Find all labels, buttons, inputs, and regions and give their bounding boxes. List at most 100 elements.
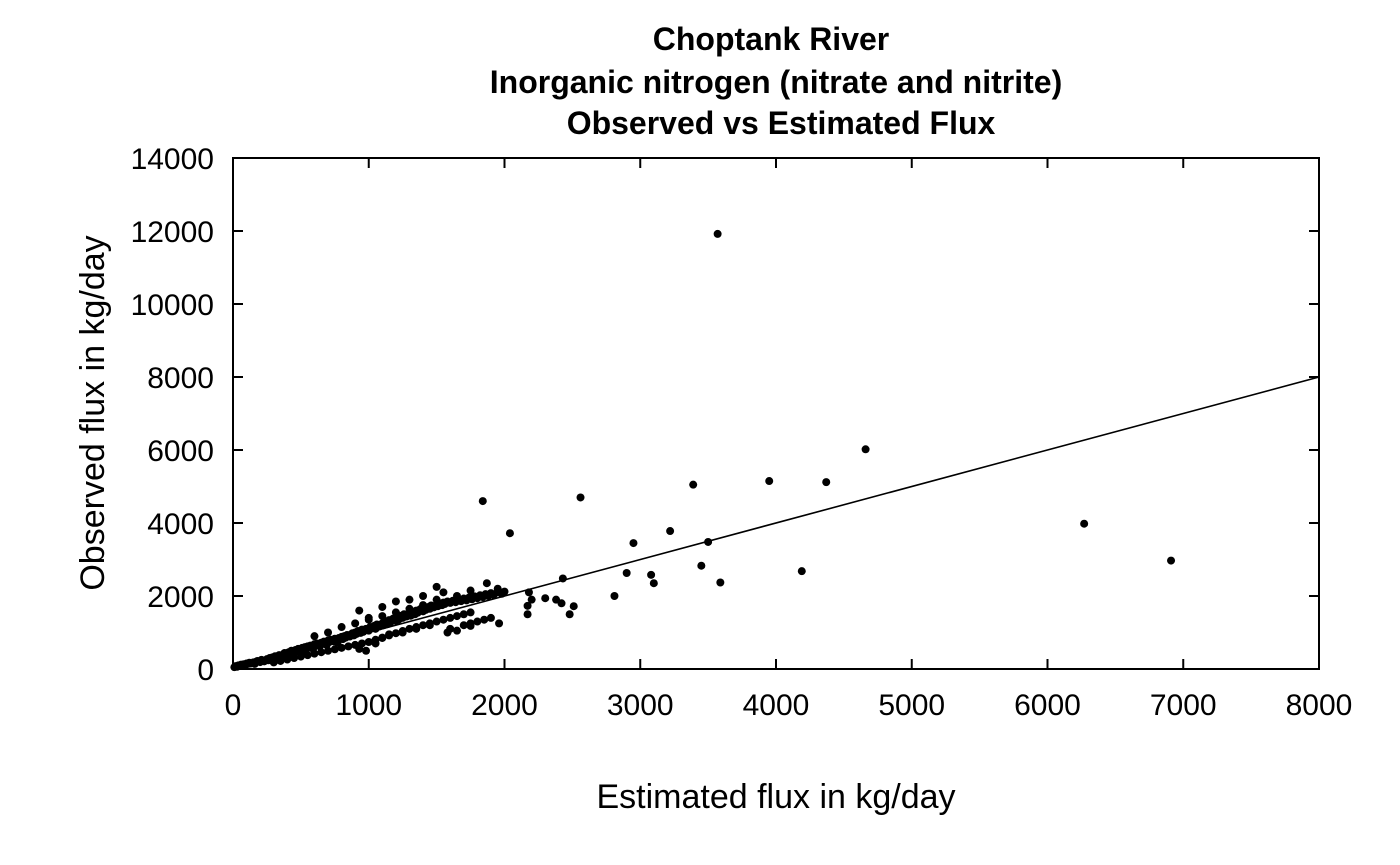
data-point xyxy=(452,592,461,600)
data-point xyxy=(610,592,619,600)
data-point xyxy=(716,578,725,587)
x-tick-label: 7000 xyxy=(1150,689,1217,722)
data-point xyxy=(459,621,468,630)
y-axis-label: Observed flux in kg/day xyxy=(74,235,112,590)
data-point xyxy=(337,643,346,652)
data-point xyxy=(283,655,292,664)
data-point xyxy=(378,602,387,611)
data-point xyxy=(355,644,364,653)
data-point xyxy=(276,656,285,665)
title-line-2: Inorganic nitrogen (nitrate and nitrite) xyxy=(490,64,1062,100)
data-point xyxy=(466,586,475,595)
data-point xyxy=(495,619,504,628)
data-point xyxy=(478,497,487,506)
data-point xyxy=(452,612,461,621)
one-to-one-line xyxy=(232,376,1320,670)
data-point xyxy=(432,582,441,591)
data-point xyxy=(391,597,400,606)
data-point xyxy=(629,539,638,548)
data-point xyxy=(697,561,706,570)
data-point xyxy=(405,624,414,633)
data-point xyxy=(391,629,400,638)
data-point xyxy=(364,613,373,622)
data-point xyxy=(310,632,319,641)
data-point xyxy=(459,610,468,619)
data-point xyxy=(330,645,339,654)
data-point xyxy=(647,570,656,579)
data-point xyxy=(524,588,533,597)
data-point xyxy=(385,630,394,639)
data-point xyxy=(822,478,831,487)
data-point xyxy=(446,613,455,622)
data-point xyxy=(362,646,371,655)
data-point xyxy=(364,637,373,646)
title-line-3: Observed vs Estimated Flux xyxy=(567,105,996,141)
data-point xyxy=(565,610,574,619)
x-tick-label: 2000 xyxy=(471,689,538,722)
x-axis-ticks: 0 1000 2000 3000 4000 5000 6000 7000 8000 xyxy=(225,158,1352,722)
y-tick-label: 4000 xyxy=(147,508,214,541)
data-point xyxy=(797,567,806,576)
data-point xyxy=(1080,519,1089,528)
x-tick-label: 5000 xyxy=(878,689,945,722)
y-tick-label: 6000 xyxy=(147,435,214,468)
data-point xyxy=(425,621,434,630)
data-point xyxy=(1167,556,1176,565)
data-point xyxy=(649,579,658,588)
data-point xyxy=(466,608,475,617)
data-point xyxy=(412,624,421,633)
x-tick-label: 3000 xyxy=(607,689,674,722)
plot-area-frame xyxy=(232,157,1320,670)
y-tick-label: 10000 xyxy=(131,289,214,322)
data-point xyxy=(378,633,387,642)
data-point xyxy=(405,604,414,613)
data-point xyxy=(713,229,722,238)
data-point xyxy=(419,601,428,610)
data-point xyxy=(419,592,428,600)
data-points xyxy=(230,229,1176,672)
data-point xyxy=(439,588,448,597)
y-tick-label: 8000 xyxy=(147,362,214,395)
data-point xyxy=(419,621,428,630)
data-point xyxy=(303,651,312,660)
y-axis-ticks: 0 2000 4000 6000 8000 10000 12000 14000 xyxy=(131,143,1319,687)
data-point xyxy=(480,615,489,624)
data-point xyxy=(557,599,566,608)
y-tick-label: 0 xyxy=(197,654,214,687)
data-point xyxy=(466,621,475,630)
data-point xyxy=(290,654,299,663)
chart-title: Choptank River Inorganic nitrogen (nitra… xyxy=(490,21,1062,141)
data-point xyxy=(527,595,536,604)
data-point xyxy=(500,587,509,596)
data-point xyxy=(861,445,870,454)
data-point xyxy=(493,584,502,593)
data-point xyxy=(405,595,414,604)
data-point xyxy=(432,617,441,626)
data-point xyxy=(296,652,305,661)
data-point xyxy=(324,628,333,637)
x-tick-label: 1000 xyxy=(335,689,402,722)
data-point xyxy=(432,595,441,604)
data-point xyxy=(541,594,550,603)
data-point xyxy=(439,615,448,624)
data-point xyxy=(704,537,713,546)
data-point xyxy=(523,610,532,619)
data-point xyxy=(473,617,482,626)
data-point xyxy=(443,628,452,637)
data-point xyxy=(398,628,407,637)
data-point xyxy=(378,612,387,621)
data-point xyxy=(351,619,360,628)
data-point xyxy=(482,579,491,588)
data-point xyxy=(558,574,567,583)
reference-line-layer xyxy=(232,376,1320,670)
data-point xyxy=(310,649,319,658)
data-point xyxy=(576,493,585,502)
y-tick-label: 14000 xyxy=(131,143,214,176)
data-point xyxy=(391,608,400,617)
data-point xyxy=(269,658,278,667)
x-tick-label: 0 xyxy=(225,689,242,722)
data-point xyxy=(486,613,495,622)
data-point xyxy=(765,477,774,486)
data-point xyxy=(622,569,631,578)
